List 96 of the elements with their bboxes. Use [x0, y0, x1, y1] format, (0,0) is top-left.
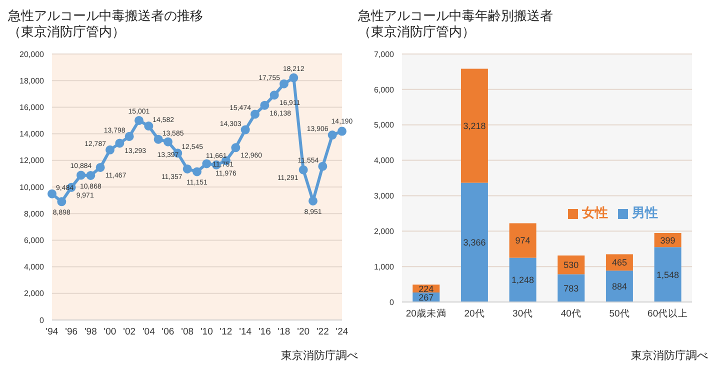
data-label: 399 [660, 235, 676, 246]
point [298, 165, 308, 174]
point [57, 197, 66, 206]
point [270, 90, 279, 100]
text: 東京消防庁調べ [280, 348, 358, 363]
point [202, 159, 212, 168]
x-tick-label: '02 [123, 326, 136, 338]
bar [460, 68, 488, 183]
y-tick-label: 2,000 [374, 226, 395, 236]
x-tick-label: 20歳未満 [406, 308, 446, 320]
chart-subtitle: （東京消防庁管内） [8, 24, 126, 40]
point [144, 122, 154, 131]
point [250, 110, 260, 119]
point [48, 189, 56, 198]
bar [606, 270, 633, 302]
legend-label: 女性 [582, 205, 608, 220]
x-tick-label: '94 [46, 326, 58, 338]
data-label: 884 [612, 282, 627, 292]
chart-subtitle: （東京消防庁管内） [358, 24, 476, 40]
data-label: 1,548 [656, 270, 680, 280]
x-tick-label: 30代 [512, 308, 534, 320]
y-tick-label: 18,000 [20, 76, 45, 86]
data-label: 974 [515, 236, 530, 246]
point [338, 126, 346, 136]
bar [558, 274, 585, 302]
bar [509, 223, 536, 258]
y-tick-label: 10,000 [20, 182, 45, 192]
point [76, 170, 86, 180]
y-tick-label: 4,000 [374, 156, 395, 166]
data-label: 3,218 [463, 120, 486, 131]
data-label: 783 [564, 283, 579, 294]
y-tick-label: 0 [390, 298, 395, 307]
x-tick-label: '20 [297, 326, 310, 338]
data-label: 465 [612, 258, 627, 268]
x-tick-label: '12 [220, 326, 232, 338]
x-tick-label: 50代 [609, 308, 630, 320]
y-tick-label: 2,000 [24, 289, 45, 298]
point [328, 130, 337, 140]
x-tick-label: '24 [336, 326, 348, 338]
point [182, 164, 192, 174]
point [318, 162, 328, 171]
point [192, 167, 202, 176]
x-tick-label: '22 [316, 326, 329, 338]
data-label: 1,248 [512, 275, 534, 286]
x-tick-label: 20代 [464, 308, 485, 320]
text: 東京消防庁調べ [630, 348, 708, 363]
x-tick-label: '00 [104, 326, 116, 338]
point [164, 137, 172, 146]
y-tick-label: 0 [40, 316, 45, 325]
chart-title: 急性アルコール中毒搬送者の推移 [8, 8, 204, 24]
point [289, 73, 298, 82]
point [280, 79, 288, 88]
x-tick-label: '08 [181, 326, 194, 338]
x-tick-label: '04 [142, 326, 155, 338]
point [124, 132, 134, 141]
bar [509, 258, 536, 302]
point [86, 170, 96, 180]
legend-label: 男性 [632, 205, 658, 220]
x-tick-label: 60代以上 [648, 308, 688, 320]
y-tick-label: 4,000 [24, 262, 45, 272]
point [115, 138, 124, 148]
x-tick-label: '06 [162, 326, 174, 338]
point [231, 143, 240, 152]
y-tick-label: 8,000 [24, 209, 45, 218]
y-tick-label: 16,000 [20, 103, 45, 112]
data-label: 3,366 [463, 238, 486, 248]
y-tick-label: 3,000 [374, 192, 395, 201]
y-tick-label: 7,000 [374, 50, 395, 59]
point [308, 196, 318, 206]
y-tick-label: 1,000 [374, 262, 395, 272]
chart-title: 急性アルコール中毒年齢別搬送者 [358, 8, 554, 24]
y-tick-label: 12,000 [20, 156, 45, 166]
x-tick-label: 40代 [560, 308, 582, 320]
y-tick-label: 6,000 [374, 85, 395, 94]
y-tick-label: 14,000 [20, 130, 45, 139]
x-tick-label: '10 [200, 326, 213, 338]
y-tick-label: 6,000 [24, 236, 45, 246]
y-tick-label: 20,000 [20, 50, 45, 59]
point [134, 116, 144, 125]
x-tick-label: '18 [278, 326, 290, 338]
bar [460, 182, 488, 302]
x-tick-label: '14 [239, 326, 252, 338]
data-label: 530 [564, 260, 579, 270]
bar [654, 247, 682, 302]
y-tick-label: 5,000 [374, 120, 395, 130]
point [240, 125, 250, 134]
bar [558, 255, 585, 274]
x-tick-label: '98 [84, 326, 97, 338]
point [154, 134, 163, 144]
data-label: 224 [418, 284, 434, 294]
point [106, 145, 114, 154]
x-tick-label: '96 [65, 326, 78, 338]
point [96, 162, 105, 172]
x-tick-label: '16 [258, 326, 271, 338]
point [260, 100, 270, 110]
data-label: 267 [418, 292, 434, 302]
